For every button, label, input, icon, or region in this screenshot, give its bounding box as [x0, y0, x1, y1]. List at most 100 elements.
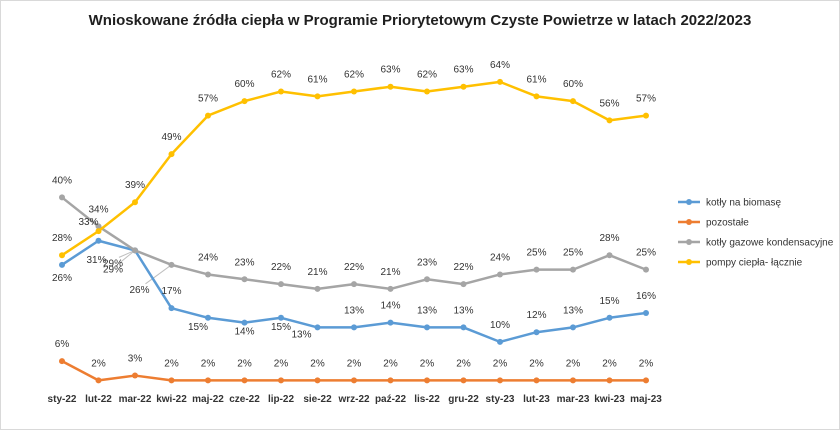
- data-label: 14%: [234, 327, 254, 338]
- data-point: [59, 194, 65, 201]
- data-label: 2%: [383, 358, 398, 369]
- data-point: [205, 271, 211, 278]
- data-label: 61%: [526, 74, 546, 85]
- data-point: [643, 377, 649, 384]
- data-label: 16%: [636, 291, 656, 302]
- data-point: [168, 377, 175, 384]
- data-point: [314, 324, 321, 331]
- data-point: [387, 377, 394, 384]
- data-label: 17%: [161, 286, 181, 297]
- legend-label: pozostałe: [706, 218, 749, 229]
- data-label: 22%: [344, 262, 364, 273]
- data-point: [460, 324, 467, 331]
- data-label: 2%: [91, 358, 106, 369]
- data-point: [533, 377, 540, 384]
- data-point: [241, 319, 248, 326]
- x-tick-label: mar-23: [557, 394, 590, 405]
- x-tick-label: paź-22: [375, 394, 407, 405]
- legend: kotły na biomasę pozostałe kotły gazowe ko…: [678, 198, 834, 269]
- x-tick-label: gru-22: [448, 394, 479, 405]
- data-label: 56%: [599, 98, 619, 109]
- data-point: [387, 285, 394, 292]
- legend-marker: [686, 219, 692, 225]
- data-point: [424, 324, 430, 331]
- data-label: 25%: [526, 248, 546, 259]
- x-tick-label: lip-22: [268, 394, 295, 405]
- data-label: 64%: [490, 60, 510, 71]
- data-point: [387, 319, 394, 326]
- x-tick-label: wrz-22: [337, 394, 370, 405]
- data-point: [278, 281, 284, 288]
- data-point: [351, 324, 357, 331]
- data-label: 21%: [307, 267, 327, 278]
- data-label: 2%: [566, 358, 581, 369]
- series-lines: [59, 78, 649, 384]
- data-point: [314, 285, 321, 292]
- data-point: [643, 309, 649, 316]
- data-label: 63%: [380, 65, 400, 76]
- data-point: [387, 83, 394, 90]
- data-point: [424, 377, 430, 384]
- data-point: [132, 199, 138, 206]
- data-point: [168, 261, 175, 268]
- legend-label: pompy ciepła- łącznie: [706, 258, 803, 269]
- series-line: [61, 80, 647, 257]
- data-point: [351, 281, 357, 288]
- data-label: 28%: [52, 233, 72, 244]
- data-label: 13%: [453, 305, 473, 316]
- data-point: [168, 151, 175, 158]
- data-label: 2%: [237, 358, 252, 369]
- x-tick-label: sie-22: [303, 394, 332, 405]
- data-label: 26%: [52, 273, 72, 284]
- data-point: [351, 377, 357, 384]
- data-point: [351, 88, 357, 95]
- data-label: 25%: [563, 248, 583, 259]
- data-point: [606, 377, 613, 384]
- data-point: [132, 247, 138, 254]
- data-label: 2%: [493, 358, 508, 369]
- data-label: 26%: [129, 285, 149, 296]
- x-tick-label: maj-22: [192, 394, 224, 405]
- data-point: [570, 98, 576, 105]
- leader-line: [118, 249, 136, 264]
- data-point: [497, 377, 503, 384]
- legend-marker: [686, 259, 692, 265]
- data-point: [643, 266, 649, 273]
- data-label: 2%: [310, 358, 325, 369]
- data-point: [278, 88, 284, 95]
- x-tick-label: sty-23: [486, 394, 515, 405]
- data-point: [497, 271, 503, 278]
- data-point: [497, 78, 503, 85]
- x-axis: sty-22 lut-22 mar-22 kwi-22 maj-22 cze-22 lip-…: [48, 394, 663, 405]
- data-label: 14%: [380, 301, 400, 312]
- x-tick-label: kwi-22: [156, 394, 187, 405]
- data-point: [59, 261, 65, 268]
- data-label: 3%: [128, 354, 143, 365]
- x-tick-label: lut-23: [523, 394, 550, 405]
- data-point: [606, 117, 613, 124]
- leader-line: [145, 264, 172, 285]
- data-label: 31%: [86, 255, 106, 266]
- data-point: [606, 314, 613, 321]
- data-label: 21%: [380, 267, 400, 278]
- data-point: [460, 377, 467, 384]
- data-label: 24%: [490, 252, 510, 263]
- data-point: [570, 377, 576, 384]
- data-label: 60%: [234, 79, 254, 90]
- data-label: 2%: [456, 358, 471, 369]
- data-labels: 26%31%29%17%15% 14% 15%13%13% 14% 13% 13%10%1…: [52, 60, 656, 369]
- data-label: 57%: [636, 94, 656, 105]
- data-point: [241, 276, 248, 283]
- data-label: 24%: [198, 252, 218, 263]
- data-label: 29%: [103, 264, 123, 275]
- data-point: [533, 329, 540, 336]
- legend-marker: [686, 199, 692, 205]
- data-label: 15%: [599, 296, 619, 307]
- data-point: [95, 237, 102, 244]
- x-tick-label: cze-22: [229, 394, 260, 405]
- data-label: 23%: [417, 257, 437, 268]
- data-label: 13%: [563, 305, 583, 316]
- x-tick-label: maj-23: [630, 394, 662, 405]
